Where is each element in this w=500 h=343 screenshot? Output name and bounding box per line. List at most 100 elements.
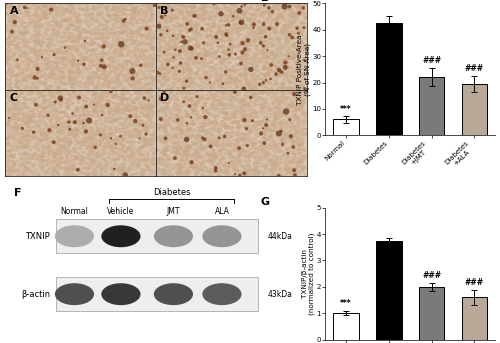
Circle shape <box>287 79 291 82</box>
Circle shape <box>260 84 262 85</box>
Point <box>293 25 301 31</box>
Point <box>85 107 93 112</box>
Circle shape <box>166 65 168 67</box>
Point <box>198 84 205 90</box>
Circle shape <box>286 134 290 137</box>
Circle shape <box>73 12 78 15</box>
Circle shape <box>140 111 143 113</box>
Circle shape <box>183 49 187 52</box>
Circle shape <box>108 15 112 17</box>
Circle shape <box>136 91 140 93</box>
Circle shape <box>298 145 300 146</box>
Point <box>74 58 82 63</box>
Circle shape <box>92 153 96 156</box>
Point <box>138 71 145 77</box>
Circle shape <box>92 104 96 107</box>
Circle shape <box>172 141 175 142</box>
Circle shape <box>68 19 72 21</box>
Circle shape <box>239 85 242 86</box>
Circle shape <box>46 170 50 173</box>
Circle shape <box>86 92 90 93</box>
Circle shape <box>8 79 12 81</box>
Circle shape <box>288 58 292 60</box>
Circle shape <box>208 142 210 144</box>
Circle shape <box>58 141 60 142</box>
Circle shape <box>26 133 30 137</box>
Circle shape <box>148 108 151 110</box>
Circle shape <box>112 33 115 34</box>
Circle shape <box>264 134 266 135</box>
Circle shape <box>100 56 103 58</box>
Point <box>74 167 82 173</box>
Circle shape <box>275 117 280 120</box>
Circle shape <box>80 145 84 147</box>
Circle shape <box>179 122 182 124</box>
Circle shape <box>98 164 102 167</box>
Circle shape <box>34 20 39 23</box>
Circle shape <box>268 38 272 40</box>
Circle shape <box>165 60 170 63</box>
Circle shape <box>270 11 272 12</box>
Circle shape <box>298 33 303 35</box>
Circle shape <box>49 90 54 93</box>
Circle shape <box>222 93 224 94</box>
Circle shape <box>143 55 146 57</box>
Circle shape <box>92 143 97 146</box>
Circle shape <box>28 162 32 164</box>
Circle shape <box>272 156 276 158</box>
Circle shape <box>16 168 21 171</box>
Circle shape <box>298 85 302 88</box>
Point <box>85 87 93 93</box>
Circle shape <box>58 22 61 24</box>
Circle shape <box>58 92 62 95</box>
Circle shape <box>6 85 10 87</box>
Circle shape <box>138 41 143 44</box>
Circle shape <box>193 159 195 161</box>
Circle shape <box>140 136 142 138</box>
Circle shape <box>158 42 160 44</box>
Circle shape <box>244 95 246 97</box>
Point <box>210 46 218 51</box>
Circle shape <box>252 26 255 27</box>
Circle shape <box>214 79 217 81</box>
Point <box>248 158 256 164</box>
Point <box>236 17 244 22</box>
Circle shape <box>188 56 191 58</box>
Circle shape <box>158 75 160 77</box>
Point <box>176 48 184 54</box>
Circle shape <box>116 70 121 72</box>
Circle shape <box>238 161 242 163</box>
Circle shape <box>128 134 133 137</box>
Circle shape <box>56 25 58 26</box>
Circle shape <box>306 50 310 52</box>
Circle shape <box>24 79 26 80</box>
Circle shape <box>142 154 146 155</box>
Circle shape <box>156 124 160 127</box>
Circle shape <box>134 81 139 84</box>
Circle shape <box>70 59 76 62</box>
Circle shape <box>180 91 184 93</box>
Circle shape <box>167 4 169 5</box>
Circle shape <box>50 131 54 133</box>
Point <box>176 60 184 65</box>
Circle shape <box>150 91 153 93</box>
Circle shape <box>26 170 29 172</box>
Circle shape <box>62 52 64 53</box>
Circle shape <box>101 35 105 37</box>
Circle shape <box>221 92 225 94</box>
Circle shape <box>298 34 302 36</box>
Circle shape <box>54 100 59 103</box>
Circle shape <box>136 158 140 161</box>
Circle shape <box>186 145 192 147</box>
Circle shape <box>70 165 74 167</box>
Point <box>30 129 38 135</box>
Circle shape <box>220 143 224 146</box>
Circle shape <box>65 59 70 62</box>
Circle shape <box>160 85 164 87</box>
Circle shape <box>39 52 41 53</box>
Circle shape <box>238 50 240 51</box>
Point <box>100 44 108 49</box>
Circle shape <box>46 30 49 32</box>
Circle shape <box>206 24 210 26</box>
Circle shape <box>248 129 253 132</box>
